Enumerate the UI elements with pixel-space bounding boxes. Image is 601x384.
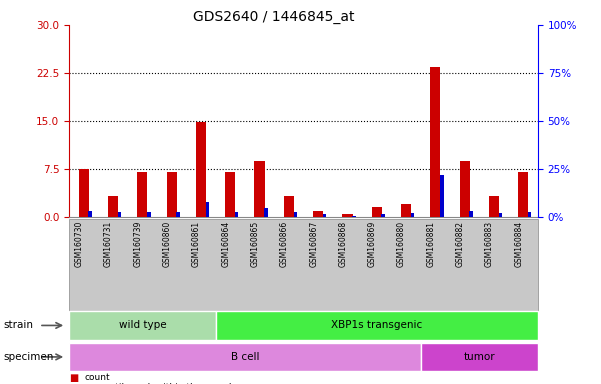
Bar	[196, 122, 206, 217]
Bar	[235, 212, 239, 217]
Bar	[382, 214, 385, 217]
Bar	[489, 197, 499, 217]
Text: GSM160861: GSM160861	[192, 221, 201, 267]
Bar	[440, 175, 444, 217]
Text: wild type: wild type	[118, 320, 166, 331]
Text: ■: ■	[69, 383, 78, 384]
Bar	[206, 202, 209, 217]
Text: GSM160868: GSM160868	[338, 221, 347, 267]
Bar	[410, 213, 414, 217]
Text: percentile rank within the sample: percentile rank within the sample	[84, 383, 237, 384]
Bar	[323, 214, 326, 217]
Bar	[176, 212, 180, 217]
Bar	[293, 212, 297, 217]
Bar	[469, 211, 473, 217]
Bar	[118, 212, 121, 217]
Text: GSM160883: GSM160883	[485, 221, 494, 267]
Text: ■: ■	[69, 373, 78, 383]
Text: GSM160880: GSM160880	[397, 221, 406, 267]
Text: tumor: tumor	[463, 352, 495, 362]
Text: GSM160869: GSM160869	[368, 221, 377, 267]
Bar	[225, 172, 236, 217]
Text: count: count	[84, 373, 110, 382]
Bar	[430, 66, 441, 217]
Bar	[343, 214, 353, 217]
Text: GSM160730: GSM160730	[75, 221, 84, 267]
Text: strain: strain	[3, 320, 33, 331]
Bar	[313, 210, 323, 217]
Bar	[88, 211, 92, 217]
Text: GSM160864: GSM160864	[221, 221, 230, 267]
Bar	[460, 161, 470, 217]
Text: B cell: B cell	[231, 352, 259, 362]
Text: GSM160731: GSM160731	[104, 221, 113, 267]
Bar	[254, 161, 264, 217]
Bar	[352, 216, 356, 217]
Bar	[528, 212, 531, 217]
Text: GSM160881: GSM160881	[426, 221, 435, 267]
Text: XBP1s transgenic: XBP1s transgenic	[331, 320, 423, 331]
Bar	[264, 209, 268, 217]
Bar	[147, 212, 151, 217]
Text: GSM160866: GSM160866	[280, 221, 289, 267]
Bar	[499, 213, 502, 217]
Text: GSM160860: GSM160860	[163, 221, 172, 267]
Bar	[79, 169, 89, 217]
Text: GSM160884: GSM160884	[514, 221, 523, 267]
Bar	[401, 204, 411, 217]
Bar	[166, 172, 177, 217]
Text: GSM160867: GSM160867	[309, 221, 318, 267]
Text: GSM160882: GSM160882	[456, 221, 465, 267]
Bar	[371, 207, 382, 217]
Bar	[108, 197, 118, 217]
Bar	[137, 172, 147, 217]
Text: specimen: specimen	[3, 352, 53, 362]
Bar	[284, 197, 294, 217]
Bar	[518, 172, 528, 217]
Text: GSM160865: GSM160865	[251, 221, 260, 267]
Text: GDS2640 / 1446845_at: GDS2640 / 1446845_at	[193, 10, 354, 23]
Text: GSM160739: GSM160739	[133, 221, 142, 267]
